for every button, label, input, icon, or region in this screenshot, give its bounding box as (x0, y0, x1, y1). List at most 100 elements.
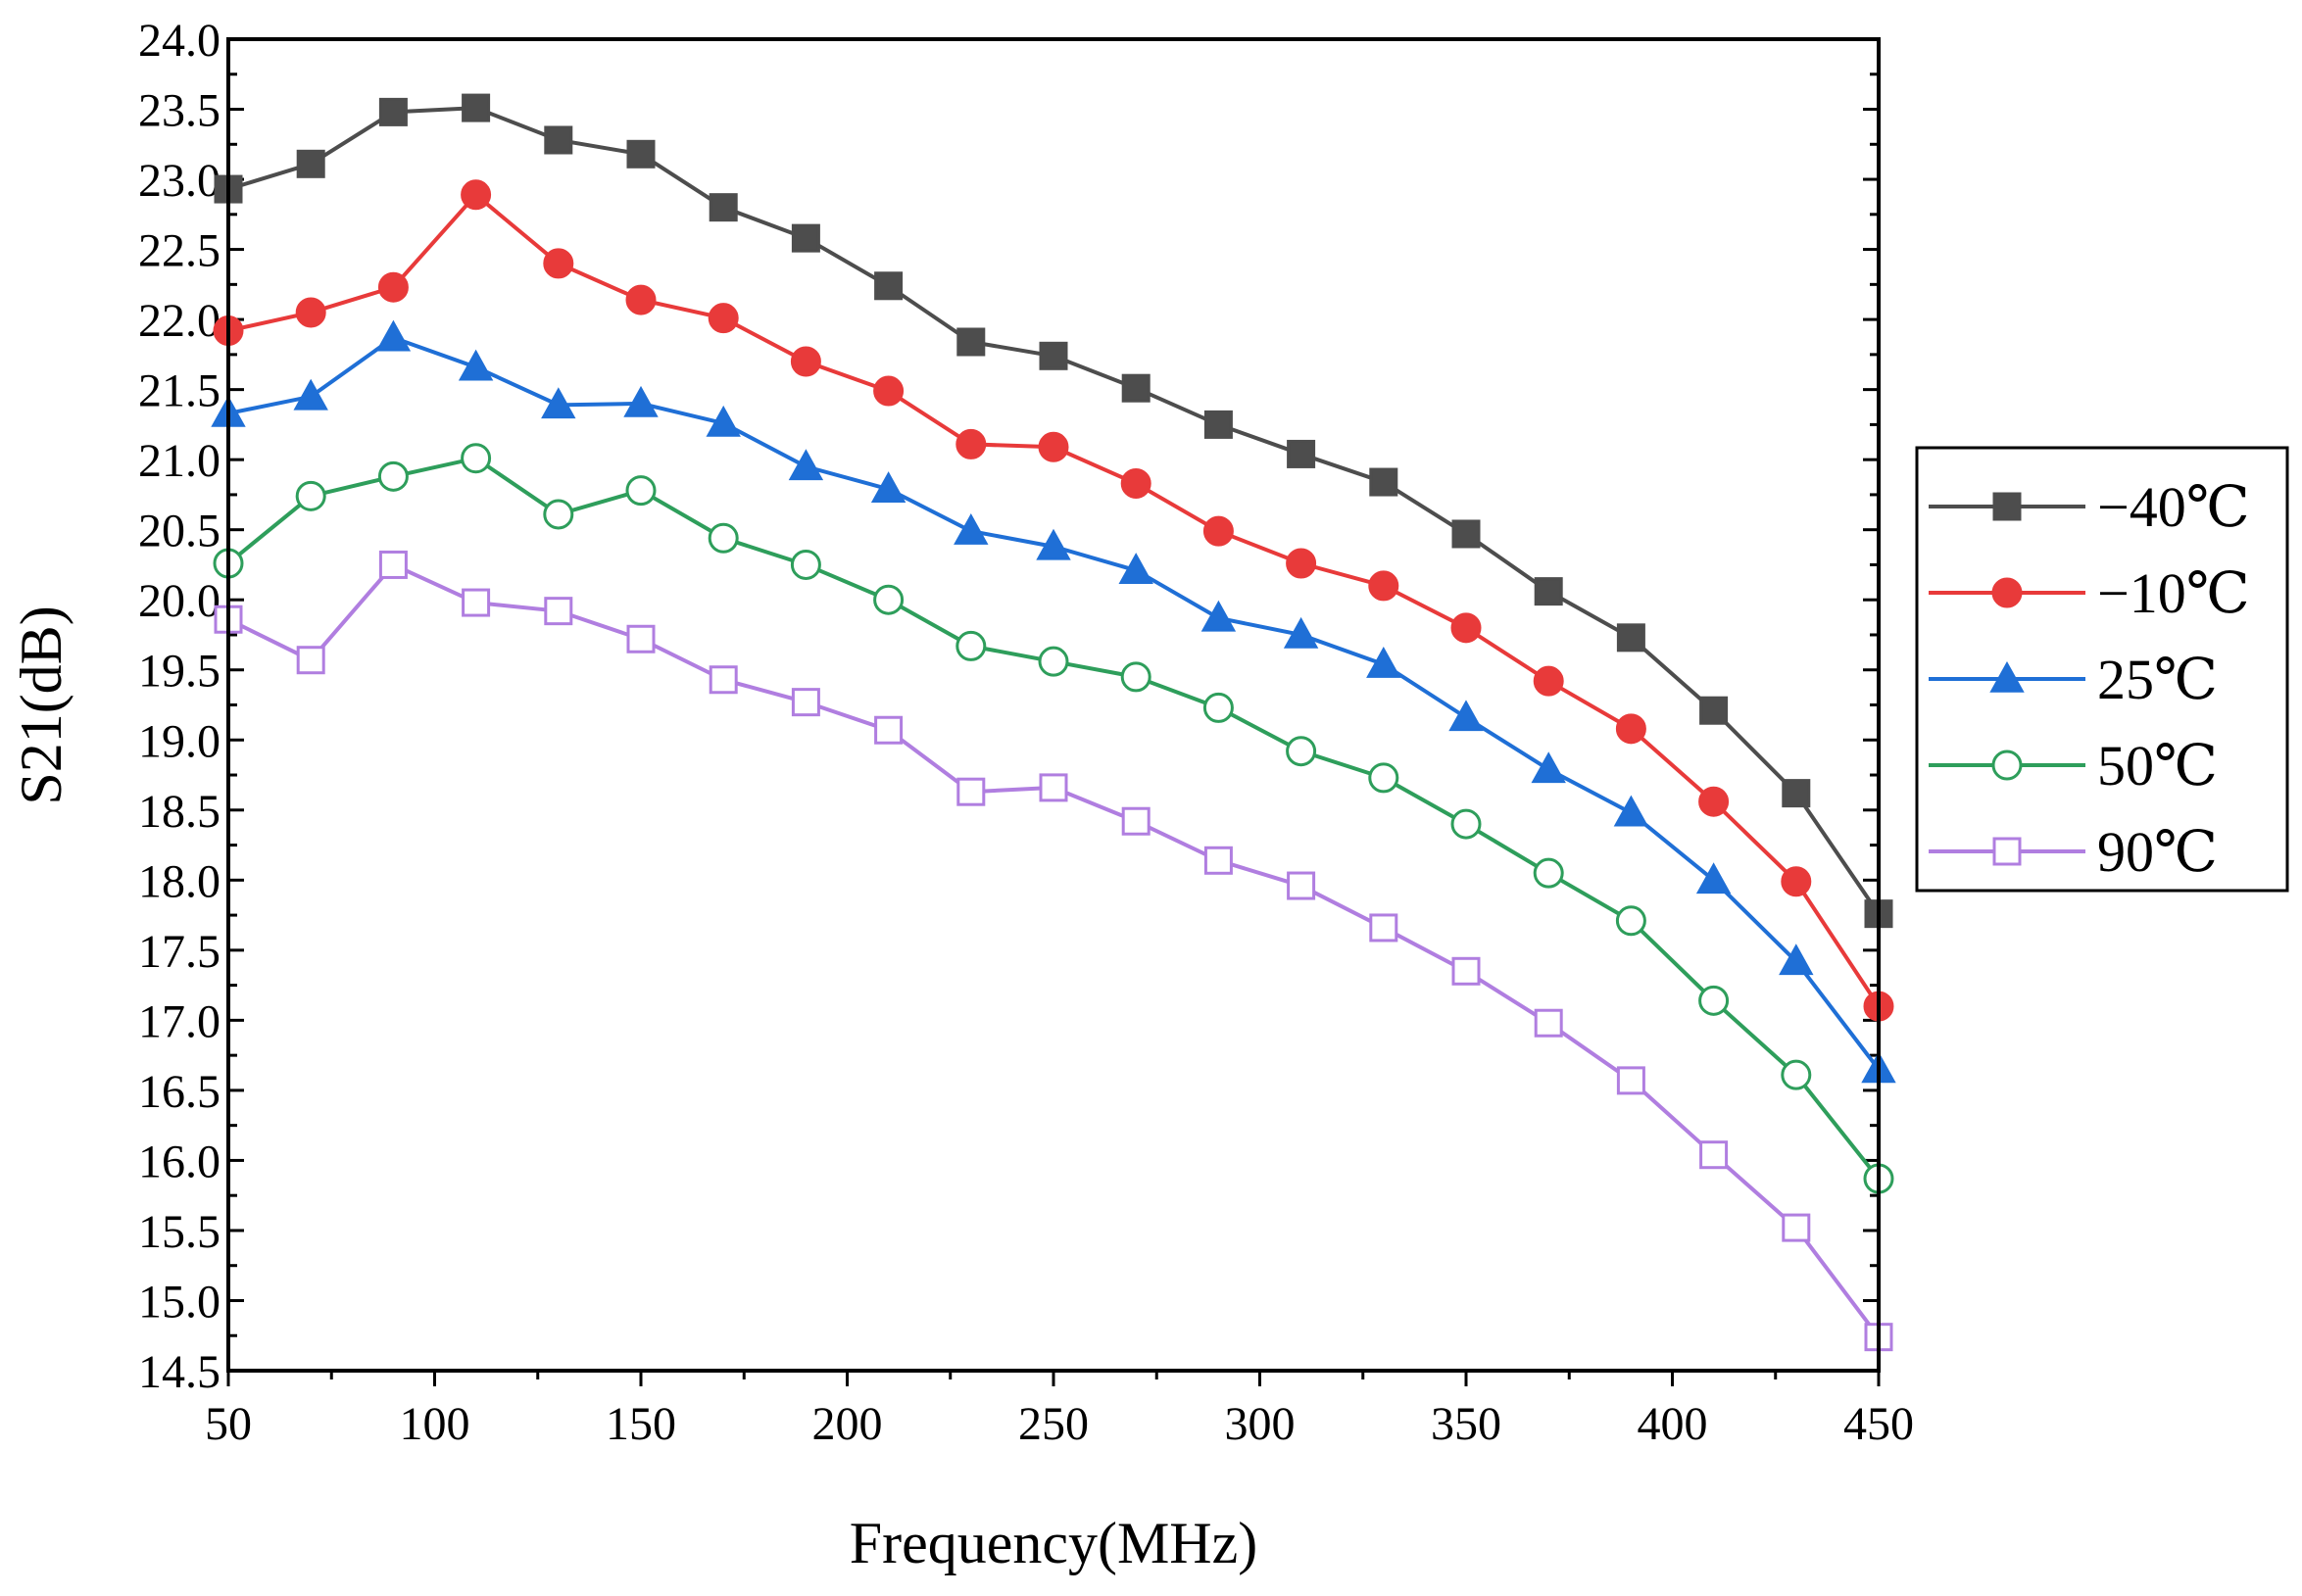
data-point (544, 597, 573, 626)
y-tick-label: 21.0 (138, 435, 220, 487)
data-point (543, 248, 574, 279)
data-point (1698, 985, 1730, 1016)
y-tick-label: 15.0 (138, 1276, 220, 1328)
data-point (1286, 548, 1317, 579)
data-point (541, 387, 576, 419)
data-point (709, 193, 738, 222)
legend: −40℃ −10℃ 25℃ 50℃ 90℃ (1915, 446, 2289, 893)
data-point (1698, 786, 1730, 817)
y-tick-label: 21.5 (138, 365, 220, 417)
y-tick-label: 14.5 (138, 1346, 220, 1398)
data-point (1038, 431, 1069, 462)
data-point (1781, 1059, 1812, 1090)
legend-label: −40℃ (2097, 475, 2250, 539)
data-point (1699, 696, 1729, 725)
legend-marker (1991, 750, 2023, 781)
data-point (955, 630, 987, 661)
data-point (293, 378, 328, 411)
data-point (295, 480, 326, 511)
y-tick-label: 16.5 (138, 1066, 220, 1118)
data-point (1615, 905, 1646, 937)
data-point (1368, 570, 1399, 602)
data-point (1287, 439, 1316, 468)
x-tick-label: 150 (606, 1398, 676, 1450)
data-point (788, 449, 824, 481)
x-tick-label: 300 (1225, 1398, 1296, 1450)
y-axis-title: S21(dB) (9, 605, 73, 804)
legend-marker (1989, 660, 2025, 693)
data-point (626, 624, 656, 653)
data-point (706, 405, 741, 437)
data-point (1203, 410, 1233, 439)
data-point (956, 327, 986, 357)
data-point (1450, 808, 1482, 840)
data-point (1286, 736, 1317, 767)
x-axis-ticks: 50 100 150 200 250 300 350 400 450 (205, 1371, 1914, 1450)
data-point (1203, 846, 1233, 875)
x-tick-label: 50 (205, 1398, 252, 1450)
x-tick-label: 400 (1638, 1398, 1708, 1450)
data-point (1038, 646, 1069, 677)
data-point (1120, 661, 1151, 693)
data-point (1366, 646, 1401, 678)
data-point (1531, 751, 1566, 784)
data-point (1533, 665, 1564, 697)
y-tick-label: 18.5 (138, 786, 220, 838)
data-point (1369, 467, 1398, 497)
series-1 (213, 179, 1894, 1022)
legend-marker (1991, 577, 2023, 608)
y-tick-label: 19.5 (138, 646, 220, 698)
data-point (873, 375, 905, 407)
data-point (709, 665, 738, 695)
data-point (956, 777, 986, 806)
legend-label: −10℃ (2097, 561, 2250, 625)
data-point (1534, 577, 1563, 606)
data-point (1448, 700, 1484, 732)
data-point (1036, 528, 1071, 560)
series-0 (214, 93, 1893, 929)
data-point (1534, 1008, 1563, 1038)
data-point (954, 513, 989, 545)
data-point (462, 93, 491, 122)
data-point (544, 125, 573, 155)
data-point (1202, 692, 1234, 723)
data-point (1118, 553, 1153, 584)
data-point (1451, 519, 1481, 549)
data-point (1451, 956, 1481, 986)
data-point (791, 223, 820, 253)
data-point (870, 471, 906, 503)
data-point (378, 550, 408, 579)
data-point (1369, 913, 1398, 943)
data-point (378, 97, 408, 126)
data-point (295, 297, 326, 328)
x-tick-label: 200 (812, 1398, 883, 1450)
data-point (1613, 795, 1649, 827)
data-point (1615, 713, 1646, 745)
x-tick-label: 250 (1018, 1398, 1089, 1450)
legend-marker (1992, 837, 2022, 866)
data-point (462, 588, 491, 617)
data-point (1200, 600, 1237, 632)
data-point (708, 303, 739, 334)
y-tick-label: 22.0 (138, 295, 220, 347)
data-point (626, 139, 656, 169)
data-point (461, 443, 492, 474)
legend-box (1915, 446, 2289, 893)
x-tick-label: 350 (1431, 1398, 1501, 1450)
data-point (296, 646, 325, 675)
data-point (461, 179, 492, 211)
data-point (458, 349, 494, 381)
data-point (1782, 779, 1811, 808)
data-point (708, 522, 739, 554)
x-tick-label: 100 (400, 1398, 470, 1450)
data-point (1616, 623, 1645, 653)
data-point (790, 346, 821, 377)
y-tick-label: 19.0 (138, 715, 220, 767)
data-point (296, 149, 325, 178)
data-point (874, 715, 904, 745)
data-point (625, 475, 657, 507)
y-tick-label: 17.5 (138, 926, 220, 978)
data-point (1121, 373, 1151, 403)
data-point (1039, 341, 1068, 370)
